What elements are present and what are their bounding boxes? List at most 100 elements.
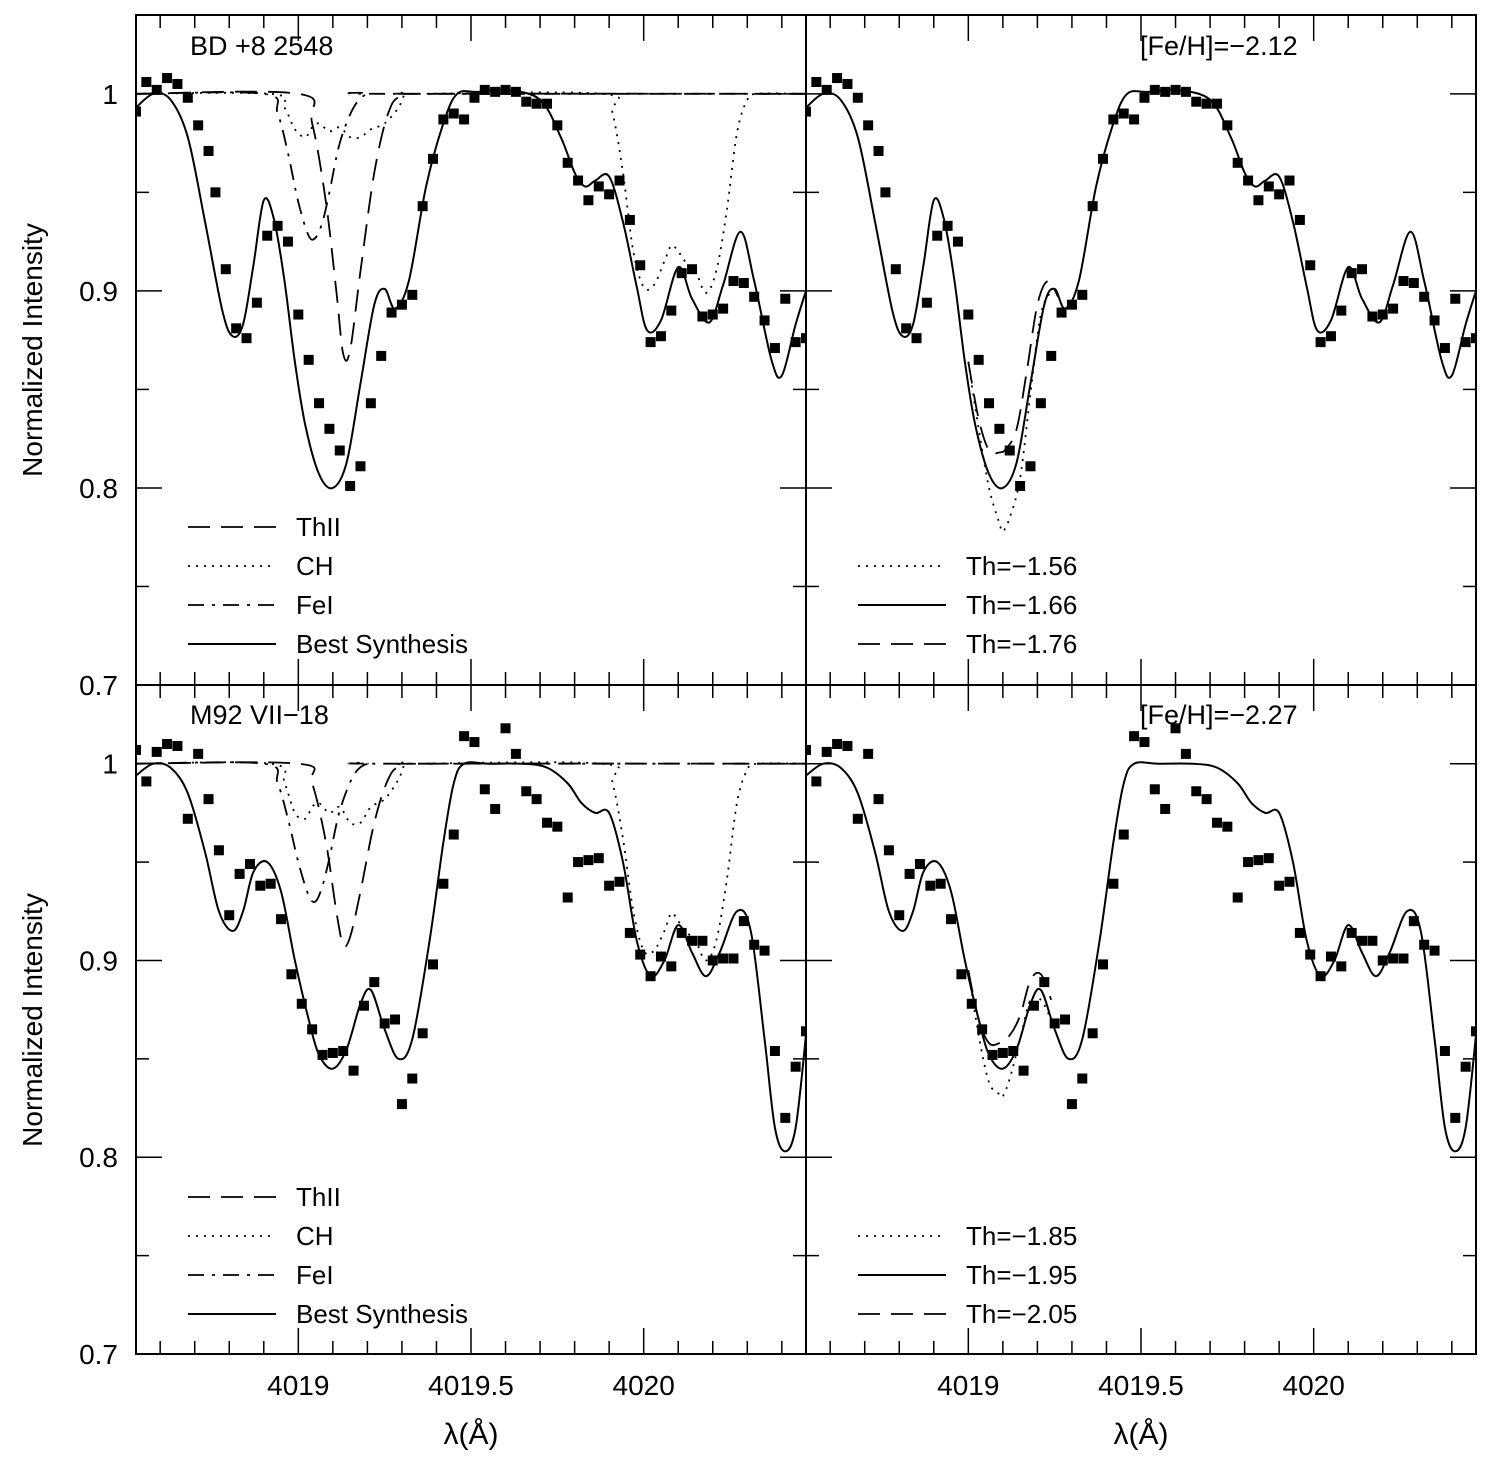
observed-point: [345, 480, 356, 491]
legend-label: Best Synthesis: [296, 629, 468, 659]
observed-point: [666, 305, 677, 316]
observed-point: [645, 337, 656, 348]
observed-point: [348, 1065, 359, 1076]
observed-point: [687, 264, 698, 275]
observed-point: [162, 73, 173, 84]
observed-point: [1232, 892, 1243, 903]
observed-point: [1315, 971, 1326, 982]
observed-point: [562, 157, 573, 168]
observed-point: [707, 309, 718, 320]
panel-frame: [135, 14, 807, 686]
observed-point: [801, 333, 806, 344]
curves: [136, 88, 806, 490]
observed-point: [1087, 1028, 1098, 1039]
observed-point: [1056, 307, 1067, 318]
observed-point: [738, 278, 749, 288]
observed-point: [500, 723, 511, 734]
observed-point: [946, 914, 957, 925]
observed-point: [769, 1045, 780, 1056]
observed-point: [255, 880, 266, 891]
observed-point: [1450, 1112, 1461, 1123]
observed-point: [738, 916, 749, 927]
observed-point: [1388, 953, 1399, 964]
legend-label: CH: [296, 1221, 334, 1251]
star-label: M92 VII−18: [190, 700, 329, 730]
observed-point: [213, 845, 224, 856]
observed-point: [1315, 337, 1326, 348]
legend-label: Th=−2.05: [966, 1299, 1077, 1329]
observed-point: [749, 291, 760, 302]
ticks: [136, 685, 806, 1355]
observed-point: [365, 398, 376, 409]
observed-point: [438, 114, 449, 125]
observed-point: [1108, 878, 1119, 889]
observed-point: [241, 333, 252, 344]
observed-point: [687, 935, 698, 946]
legend: Th=−1.56 Th=−1.66 Th=−1.76: [858, 551, 1077, 659]
x-tick-label: 4019: [267, 1370, 329, 1401]
observed-point: [417, 201, 428, 212]
observed-point: [1367, 935, 1378, 946]
observed-point: [1294, 927, 1305, 938]
x-axis-label-left: λ(Å): [444, 1418, 499, 1451]
observed-point: [369, 977, 380, 988]
observed-point: [624, 927, 635, 938]
observed-point: [224, 910, 235, 921]
observed-points: [806, 723, 1476, 1123]
series-th-1-76-line: [967, 280, 1059, 455]
observed-point: [407, 289, 418, 300]
observed-point: [1077, 1073, 1088, 1084]
observed-point: [707, 955, 718, 966]
observed-point: [379, 1018, 390, 1029]
observed-points: [136, 723, 806, 1123]
observed-point: [1170, 84, 1181, 95]
observed-point: [894, 910, 905, 921]
observed-point: [276, 914, 287, 925]
observed-point: [614, 876, 625, 887]
observed-point: [728, 953, 739, 964]
observed-point: [438, 878, 449, 889]
observed-point: [203, 794, 214, 805]
observed-point: [1118, 829, 1129, 840]
observed-point: [573, 175, 584, 186]
observed-point: [1160, 803, 1171, 814]
observed-point: [977, 1024, 988, 1035]
observed-point: [172, 740, 183, 751]
observed-point: [676, 268, 687, 279]
observed-point: [942, 220, 953, 231]
observed-point: [479, 84, 490, 95]
observed-point: [1232, 157, 1243, 168]
panel-bottom-left: ThII CH FeI Best Synthesis M92 VII−18: [135, 684, 807, 1355]
observed-point: [852, 813, 863, 824]
observed-point: [997, 1047, 1008, 1058]
observed-point: [1139, 92, 1150, 103]
observed-point: [459, 114, 470, 125]
x-axis-label-right: λ(Å): [1114, 1418, 1169, 1451]
y-axis-label-bottom: Normalized Intensity: [17, 893, 48, 1147]
observed-point: [562, 892, 573, 903]
observed-point: [469, 92, 480, 103]
curves: [806, 761, 1476, 1153]
observed-point: [1263, 181, 1274, 192]
observed-point: [251, 297, 262, 308]
series-ch-line: [136, 91, 806, 294]
legend-label: CH: [296, 551, 334, 581]
observed-point: [573, 857, 584, 868]
observed-point: [552, 821, 563, 832]
observed-point: [1087, 201, 1098, 212]
observed-point: [1243, 175, 1254, 186]
series-best-synthesis-line: [136, 88, 806, 490]
observed-point: [1460, 1061, 1471, 1072]
metallicity-label: [Fe/H]=−2.27: [1140, 700, 1298, 730]
observed-point: [963, 309, 974, 320]
observed-point: [1180, 86, 1191, 97]
observed-point: [1398, 276, 1409, 287]
observed-point: [141, 77, 152, 87]
ticks: [806, 15, 1476, 686]
observed-point: [1211, 98, 1222, 109]
y-tick-label: 1: [102, 749, 118, 780]
observed-point: [1325, 331, 1336, 342]
observed-point: [324, 423, 335, 434]
observed-point: [1018, 1065, 1029, 1076]
observed-point: [759, 945, 770, 956]
